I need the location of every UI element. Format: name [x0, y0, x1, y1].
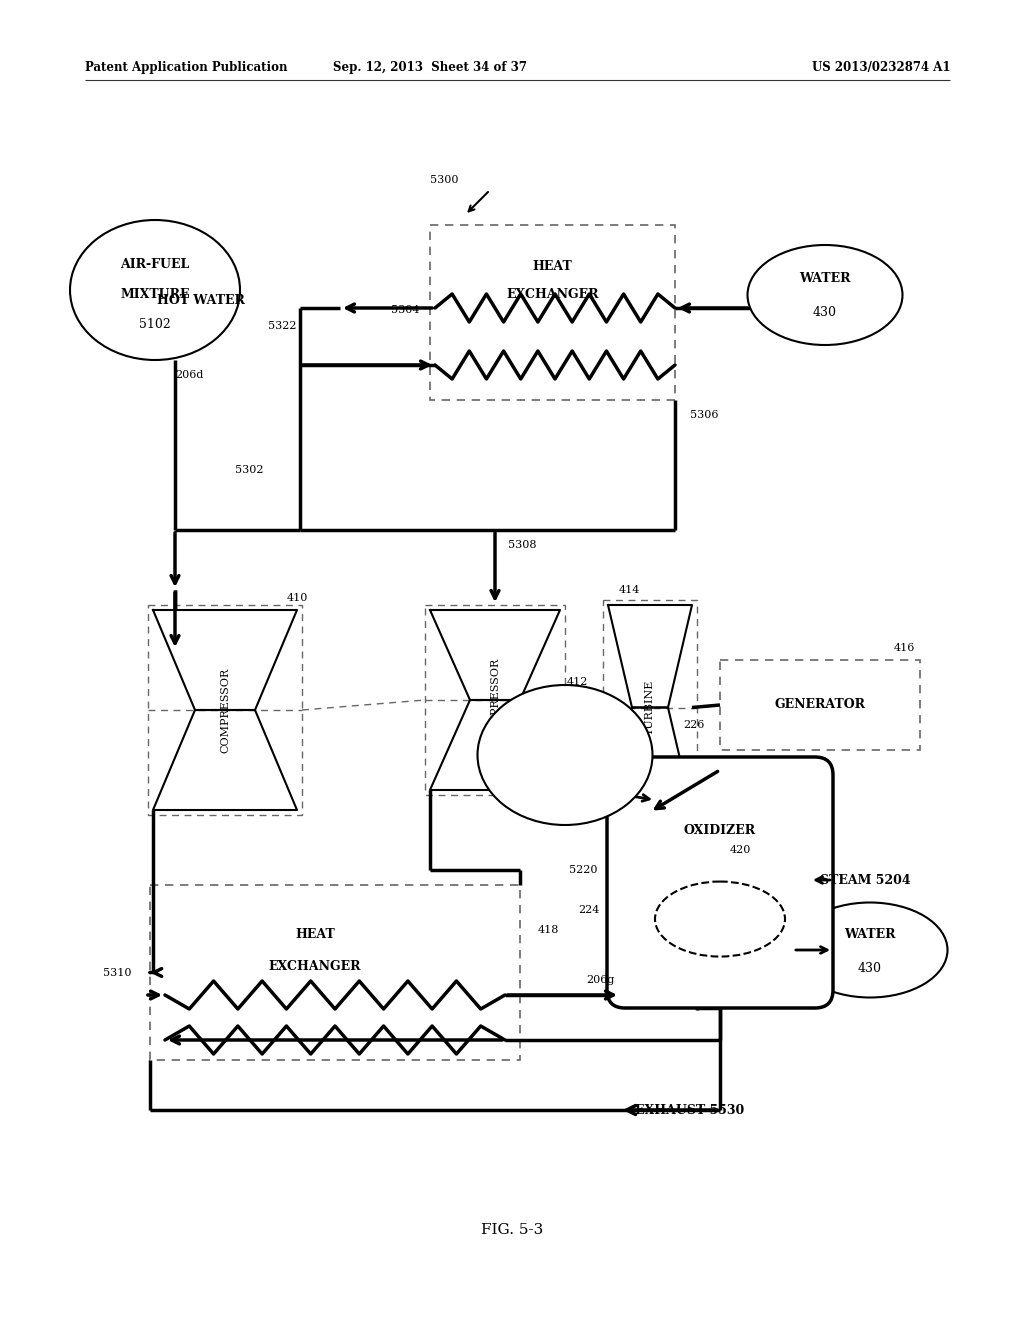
Text: OXIDIZER: OXIDIZER	[684, 824, 756, 837]
Bar	[720, 660, 920, 750]
Text: STEAM 5204: STEAM 5204	[820, 874, 910, 887]
Text: 416: 416	[894, 643, 915, 653]
Text: 430: 430	[813, 306, 837, 319]
Text: WATER: WATER	[800, 272, 851, 285]
Text: GENERATOR: GENERATOR	[774, 698, 865, 711]
Text: 5300: 5300	[430, 176, 459, 185]
Bar	[430, 224, 675, 400]
Bar	[150, 884, 520, 1060]
Text: 5308: 5308	[508, 540, 537, 550]
Ellipse shape	[70, 220, 240, 360]
Text: 206d: 206d	[175, 370, 204, 380]
Text: HEAT: HEAT	[295, 928, 335, 941]
Text: 224: 224	[579, 906, 600, 915]
Polygon shape	[608, 708, 692, 810]
Polygon shape	[153, 710, 297, 810]
Text: 420: 420	[730, 845, 752, 855]
Text: AIR-FUEL: AIR-FUEL	[530, 723, 600, 737]
Text: TURBINE: TURBINE	[645, 680, 655, 735]
Bar	[425, 605, 565, 795]
Text: WATER: WATER	[844, 928, 896, 940]
Ellipse shape	[748, 246, 902, 345]
Bar	[603, 601, 697, 814]
Text: 414: 414	[618, 585, 640, 595]
Text: MIXTURE: MIXTURE	[120, 289, 189, 301]
Text: Patent Application Publication: Patent Application Publication	[85, 62, 288, 74]
Text: 206g: 206g	[587, 975, 615, 985]
Text: 5322: 5322	[268, 321, 297, 331]
Text: COMPRESSOR: COMPRESSOR	[490, 657, 500, 743]
FancyBboxPatch shape	[607, 756, 833, 1008]
Text: MIXTURE: MIXTURE	[530, 754, 600, 767]
Text: Sep. 12, 2013  Sheet 34 of 37: Sep. 12, 2013 Sheet 34 of 37	[333, 62, 527, 74]
Polygon shape	[153, 610, 297, 710]
Text: EXCHANGER: EXCHANGER	[268, 961, 361, 974]
Text: EXHAUST 5530: EXHAUST 5530	[635, 1104, 744, 1117]
Polygon shape	[430, 610, 560, 700]
Text: 410: 410	[287, 593, 308, 603]
Text: 418: 418	[538, 925, 559, 935]
Text: 226: 226	[684, 719, 705, 730]
Ellipse shape	[477, 685, 652, 825]
Text: COMPRESSOR: COMPRESSOR	[220, 668, 230, 752]
Text: HOT WATER: HOT WATER	[157, 293, 245, 306]
Text: 5102: 5102	[139, 318, 171, 331]
Text: 5310: 5310	[103, 968, 132, 978]
Text: 5302: 5302	[234, 465, 263, 475]
Bar	[148, 605, 302, 814]
Polygon shape	[430, 700, 560, 789]
Text: FIG. 5-3: FIG. 5-3	[481, 1224, 543, 1237]
Text: 5304: 5304	[391, 305, 420, 315]
Text: 5220: 5220	[568, 865, 597, 875]
Text: HEAT: HEAT	[532, 260, 572, 273]
Text: 412: 412	[566, 677, 588, 686]
Text: EXCHANGER: EXCHANGER	[506, 289, 599, 301]
Text: 430: 430	[858, 961, 882, 974]
Text: US 2013/0232874 A1: US 2013/0232874 A1	[811, 62, 950, 74]
Text: 5104: 5104	[549, 784, 581, 796]
Polygon shape	[608, 605, 692, 708]
Ellipse shape	[793, 903, 947, 998]
Text: 5306: 5306	[690, 411, 719, 420]
Text: AIR-FUEL: AIR-FUEL	[121, 259, 189, 272]
